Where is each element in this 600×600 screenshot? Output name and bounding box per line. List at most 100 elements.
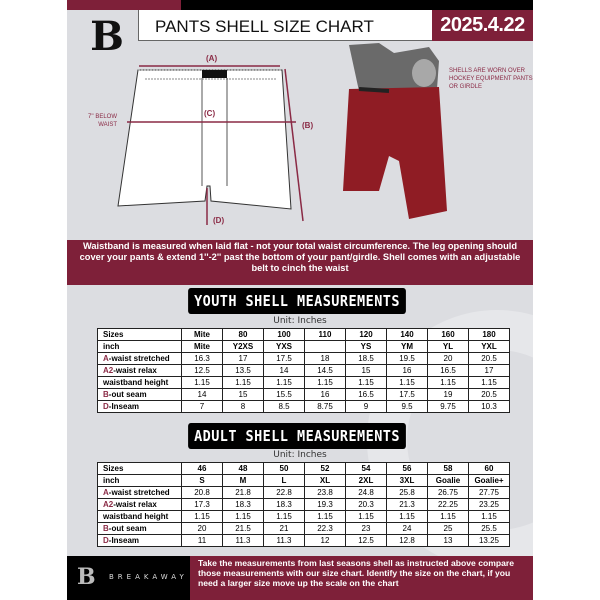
table-cell: 14 bbox=[181, 388, 223, 401]
table-cell: 21 bbox=[263, 522, 305, 535]
table-cell: 16.5 bbox=[345, 388, 387, 401]
table-cell: 25 bbox=[427, 522, 469, 535]
pants-diagram bbox=[117, 65, 304, 225]
table-cell: Goalie+ bbox=[468, 474, 510, 487]
size-chart-page: B PANTS SHELL SIZE CHART 2025.4.22 (A) (… bbox=[67, 0, 533, 600]
table-cell: 7 bbox=[181, 400, 223, 413]
table-cell: 1.15 bbox=[304, 510, 346, 523]
below-waist-note: 7'' BELOW WAIST bbox=[88, 114, 117, 128]
table-row: Sizes Mite 80 100 110 120 140 160 180 bbox=[97, 328, 510, 341]
youth-section-title: YOUTH SHELL MEASUREMENTS bbox=[188, 288, 406, 314]
table-cell bbox=[304, 340, 346, 353]
row-label-text: waistband height bbox=[103, 512, 169, 521]
row-label-text: Sizes bbox=[103, 330, 124, 339]
table-cell: 1.15 bbox=[345, 510, 387, 523]
table-cell: 11.3 bbox=[222, 534, 264, 547]
table-cell: 1.15 bbox=[222, 510, 264, 523]
table-cell: 1.15 bbox=[181, 376, 223, 389]
table-row: inch Mite Y2XS YXS YS YM YL YXL bbox=[97, 340, 510, 353]
date-badge: 2025.4.22 bbox=[432, 10, 533, 41]
table-cell: 20.5 bbox=[468, 352, 510, 365]
row-label: D-Inseam bbox=[97, 400, 182, 413]
table-cell: 18.3 bbox=[222, 498, 264, 511]
table-cell: 2XL bbox=[345, 474, 387, 487]
table-cell: 21.3 bbox=[386, 498, 428, 511]
table-cell: 20.8 bbox=[181, 486, 223, 499]
table-cell: 20 bbox=[427, 352, 469, 365]
label-a: (A) bbox=[206, 54, 218, 63]
table-cell: 19 bbox=[427, 388, 469, 401]
row-label: D-Inseam bbox=[97, 534, 182, 547]
table-cell: 11.3 bbox=[263, 534, 305, 547]
table-cell: 23.8 bbox=[304, 486, 346, 499]
row-label: A-waist stretched bbox=[97, 486, 182, 499]
table-cell: 54 bbox=[345, 462, 387, 475]
youth-unit-label: Unit: Inches bbox=[273, 316, 327, 326]
table-cell: 16.3 bbox=[181, 352, 223, 365]
table-cell: 46 bbox=[181, 462, 223, 475]
row-label: B-out seam bbox=[97, 522, 182, 535]
table-cell: 1.15 bbox=[386, 376, 428, 389]
label-c: (C) bbox=[204, 109, 216, 118]
table-cell: 1.15 bbox=[345, 376, 387, 389]
row-label-text: waistband height bbox=[103, 378, 169, 387]
table-cell: YM bbox=[386, 340, 428, 353]
table-cell: 20.3 bbox=[345, 498, 387, 511]
table-cell: 17 bbox=[468, 364, 510, 377]
measurement-instructions-banner: Waistband is measured when laid flat - n… bbox=[67, 240, 533, 285]
table-cell: Mite bbox=[181, 328, 223, 341]
table-cell: 17.5 bbox=[263, 352, 305, 365]
table-cell: 15 bbox=[222, 388, 264, 401]
adult-unit-label: Unit: Inches bbox=[273, 450, 327, 460]
table-cell: 15.5 bbox=[263, 388, 305, 401]
row-label-text: -waist relax bbox=[113, 366, 157, 375]
table-cell: 19.5 bbox=[386, 352, 428, 365]
table-cell: 1.15 bbox=[263, 376, 305, 389]
table-cell: 13.5 bbox=[222, 364, 264, 377]
table-cell: 50 bbox=[263, 462, 305, 475]
table-row: D-Inseam 11 11.3 11.3 12 12.5 12.8 13 13.25 bbox=[97, 534, 510, 547]
footer-instructions: Take the measurements from last seasons … bbox=[190, 556, 533, 600]
brand-logo: B bbox=[90, 13, 124, 60]
table-cell: 1.15 bbox=[427, 376, 469, 389]
table-row: A2-waist relax 17.3 18.3 18.3 19.3 20.3 21.3 22… bbox=[97, 498, 510, 511]
footer-brand: B BREAKAWAY bbox=[67, 556, 190, 600]
table-cell: 140 bbox=[386, 328, 428, 341]
row-label-prefix: D bbox=[103, 536, 109, 545]
table-row: waistband height 1.15 1.15 1.15 1.15 1.15 1.15… bbox=[97, 510, 510, 523]
row-label-text: -waist stretched bbox=[108, 354, 170, 363]
table-cell: M bbox=[222, 474, 264, 487]
table-cell: Y2XS bbox=[222, 340, 264, 353]
table-cell: 1.15 bbox=[468, 510, 510, 523]
table-cell: 120 bbox=[345, 328, 387, 341]
table-cell: YL bbox=[427, 340, 469, 353]
table-cell: 12 bbox=[304, 534, 346, 547]
table-cell: 1.15 bbox=[427, 510, 469, 523]
table-row: A-waist stretched 20.8 21.8 22.8 23.8 24.8 25.… bbox=[97, 486, 510, 499]
row-label: B-out seam bbox=[97, 388, 182, 401]
table-cell: 1.15 bbox=[386, 510, 428, 523]
table-cell: 12.5 bbox=[345, 534, 387, 547]
table-cell: 80 bbox=[222, 328, 264, 341]
row-label: inch bbox=[97, 340, 182, 353]
table-cell: 58 bbox=[427, 462, 469, 475]
table-cell: 1.15 bbox=[304, 376, 346, 389]
row-label-text: -Inseam bbox=[108, 536, 140, 545]
top-bar bbox=[181, 0, 533, 10]
adult-section-title: ADULT SHELL MEASUREMENTS bbox=[188, 423, 406, 449]
table-cell: L bbox=[263, 474, 305, 487]
row-label-prefix: B bbox=[103, 524, 109, 533]
row-label: waistband height bbox=[97, 510, 182, 523]
table-cell: 21.8 bbox=[222, 486, 264, 499]
row-label-text: -out seam bbox=[108, 524, 147, 533]
row-label-text: -waist relax bbox=[113, 500, 157, 509]
table-cell: 19.3 bbox=[304, 498, 346, 511]
table-cell: 17.3 bbox=[181, 498, 223, 511]
table-cell: 8.75 bbox=[304, 400, 346, 413]
table-cell: 22.25 bbox=[427, 498, 469, 511]
table-row: inch S M L XL 2XL 3XL Goalie Goalie+ bbox=[97, 474, 510, 487]
table-cell: 18.3 bbox=[263, 498, 305, 511]
table-cell: 12.5 bbox=[181, 364, 223, 377]
table-row: D-Inseam 7 8 8.5 8.75 9 9.5 9.75 10.3 bbox=[97, 400, 510, 413]
table-cell: S bbox=[181, 474, 223, 487]
